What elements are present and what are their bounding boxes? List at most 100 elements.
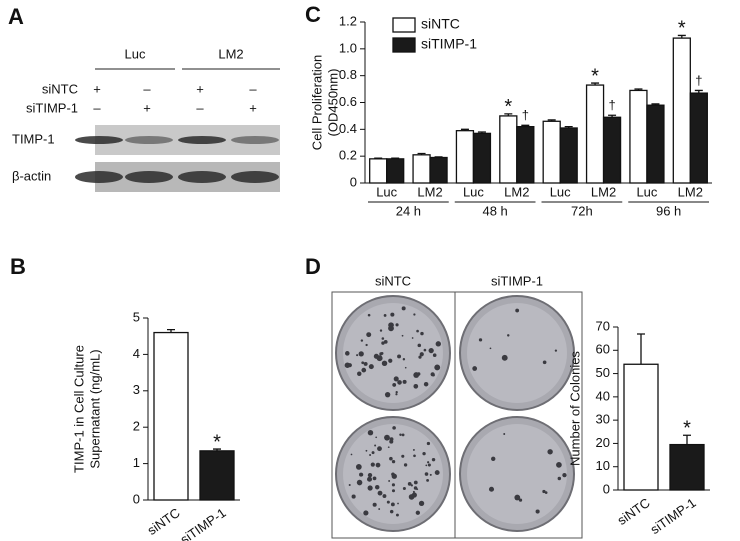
y-tick-label: 10 [596, 458, 610, 473]
colony [557, 476, 562, 481]
colony [350, 453, 353, 456]
plate-inner [467, 303, 567, 403]
colony [381, 337, 385, 340]
colony [399, 433, 402, 436]
y-tick-label: 0 [350, 174, 357, 189]
plate-inner [467, 424, 567, 524]
colony [345, 351, 350, 356]
colony [432, 353, 437, 358]
colony [392, 426, 396, 430]
colony [368, 364, 374, 370]
error-bar [651, 103, 660, 106]
colony [542, 360, 547, 365]
y-axis-label: (OD450nm) [325, 69, 340, 137]
plate-inner [343, 303, 443, 403]
x-tick-label: Luc [376, 184, 397, 199]
colony [435, 341, 441, 347]
bar [369, 158, 388, 184]
bar [499, 115, 518, 184]
x-tick-label: LM2 [417, 184, 442, 199]
error-bar [213, 448, 221, 451]
colony [377, 446, 382, 452]
colony [391, 489, 396, 493]
colony [410, 484, 413, 487]
colony [397, 354, 402, 359]
colony [402, 379, 407, 384]
colony [375, 436, 378, 439]
colony [390, 502, 395, 507]
group-label: Luc [125, 46, 146, 61]
colony [383, 314, 387, 317]
colony [423, 381, 429, 387]
y-tick-label: 30 [596, 412, 610, 427]
sign: + [143, 100, 151, 115]
panel-label: A [8, 4, 24, 29]
colony [401, 454, 405, 458]
error-bar [504, 113, 513, 116]
column-label: siTIMP-1 [491, 273, 543, 288]
colony [395, 391, 398, 394]
y-tick-label: 60 [596, 342, 610, 357]
x-tick-label: LM2 [504, 184, 529, 199]
x-tick-label: Luc [636, 184, 657, 199]
colony [378, 508, 381, 510]
sign: – [93, 100, 101, 115]
colony [366, 332, 372, 338]
colony [361, 361, 365, 365]
x-tick-label: Luc [550, 184, 571, 199]
colony [375, 462, 381, 468]
group-label: 96 h [656, 203, 681, 218]
x-tick-label: siTIMP-1 [647, 495, 698, 537]
legend-swatch [392, 17, 416, 33]
colony [358, 351, 364, 357]
marker: * [591, 65, 599, 87]
group-label: LM2 [218, 46, 243, 61]
colony [415, 510, 421, 515]
colony [402, 358, 406, 361]
colony [503, 432, 506, 435]
band [231, 171, 279, 183]
colony [360, 339, 364, 342]
bar [602, 116, 622, 184]
colony [518, 498, 523, 502]
colony [542, 489, 546, 494]
colony [407, 482, 412, 486]
colony [395, 393, 398, 396]
colony [411, 337, 414, 339]
marker: * [678, 18, 686, 40]
colony [389, 437, 394, 442]
y-tick-label: 0.4 [339, 121, 357, 136]
y-tick-label: 0.8 [339, 67, 357, 82]
colony [413, 454, 416, 458]
colony [478, 338, 483, 342]
bar [429, 156, 448, 184]
row-label: siTIMP-1 [26, 100, 78, 115]
colony [397, 380, 402, 385]
y-tick-label: 1 [133, 455, 140, 470]
colony [377, 490, 383, 496]
colony [501, 354, 508, 361]
sign: + [249, 100, 257, 115]
colony [344, 362, 351, 368]
error-bar [374, 157, 383, 159]
colony [363, 510, 369, 516]
colony [391, 483, 396, 487]
y-tick-label: 4 [133, 346, 140, 361]
band [75, 171, 123, 183]
bar [646, 104, 665, 184]
colony [425, 464, 428, 467]
marker: † [695, 73, 702, 88]
colony [386, 500, 390, 504]
colony [401, 433, 405, 437]
x-tick-label: siNTC [145, 505, 183, 538]
error-bar [391, 157, 400, 159]
bar [455, 130, 475, 184]
y-axis-label: Number of Colonies [567, 351, 582, 466]
colony [381, 341, 385, 345]
colony [383, 340, 388, 344]
colony [363, 361, 368, 366]
legend-swatch [392, 37, 416, 53]
colony [391, 459, 396, 464]
colony [416, 329, 419, 333]
y-tick-label: 2 [133, 419, 140, 434]
